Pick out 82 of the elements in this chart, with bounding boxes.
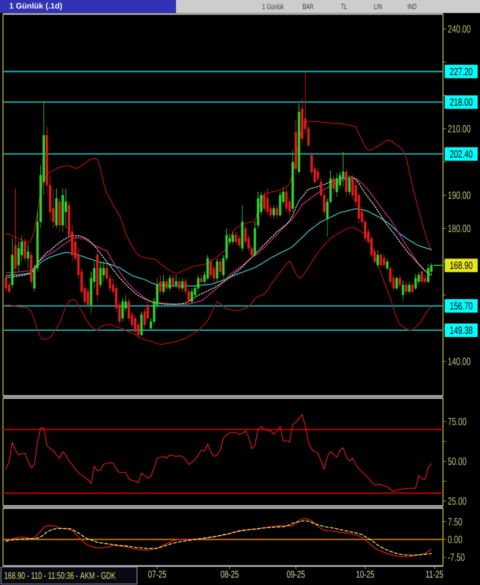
- ref-line-label: 156.70: [450, 302, 472, 310]
- ref-line-label: 218.00: [450, 98, 472, 106]
- annotation: 168.90: [450, 262, 472, 270]
- y-tick-label: 75.00: [448, 418, 466, 426]
- ref-line-label: 149.38: [450, 326, 472, 334]
- candlestick: [276, 204, 278, 219]
- candlestick: [14, 188, 17, 276]
- candlestick: [168, 274, 172, 292]
- candlestick: [86, 288, 90, 308]
- text: 168.90 - 110 - 11:50:36 - AKM - GDK: [4, 572, 116, 579]
- ref-line-label: 227.20: [450, 68, 472, 76]
- y-tick-label: 240.00: [448, 25, 470, 33]
- candlestick: [345, 168, 348, 199]
- candlestick: [395, 276, 398, 290]
- candlestick: [121, 298, 124, 322]
- candlestick: [386, 258, 388, 271]
- candlestick: [332, 174, 335, 194]
- y-tick-label: 0.00: [448, 536, 462, 544]
- x-tick-label: 07-25: [148, 570, 166, 578]
- candlestick: [62, 188, 64, 232]
- candlestick: [232, 232, 234, 246]
- y-tick-label: 50.00: [448, 458, 466, 466]
- candlestick: [292, 150, 294, 212]
- x-tick-label: 09-25: [286, 570, 305, 578]
- y-tick-label: -7.50: [448, 554, 465, 561]
- candlestick: [266, 188, 269, 216]
- candlestick: [58, 198, 61, 232]
- candlestick: [200, 274, 203, 286]
- candlestick: [4, 274, 8, 292]
- y-tick-label: 25.00: [448, 497, 466, 505]
- candlestick: [134, 314, 136, 336]
- candlestick: [298, 103, 300, 174]
- candlestick: [342, 152, 344, 188]
- candlestick: [11, 238, 14, 289]
- candlestick: [174, 274, 178, 289]
- candlestick: [64, 188, 68, 229]
- y-tick-label: 7.50: [448, 518, 462, 526]
- candlestick: [427, 264, 430, 284]
- x-tick-label: 10-25: [356, 570, 374, 578]
- candlestick: [210, 258, 212, 279]
- ref-line-label: 202.40: [450, 150, 472, 158]
- candlestick: [178, 278, 180, 292]
- candlestick: [411, 283, 414, 294]
- candlestick: [263, 192, 266, 212]
- candlestick: [99, 261, 102, 289]
- candlestick: [96, 246, 99, 302]
- candlestick: [420, 270, 424, 284]
- candlestick: [294, 120, 298, 176]
- candlestick: [376, 250, 379, 268]
- candlestick: [348, 174, 351, 196]
- candlestick: [190, 288, 194, 304]
- candlestick: [219, 258, 222, 276]
- candlestick: [408, 281, 410, 294]
- candlestick: [140, 311, 143, 337]
- candlestick: [216, 258, 218, 282]
- x-tick-label: 11-25: [426, 570, 444, 578]
- candlestick: [26, 244, 30, 269]
- y-tick-label: 180.00: [448, 224, 470, 232]
- candlestick: [404, 281, 408, 296]
- candlestick: [402, 280, 404, 302]
- candlestick: [162, 274, 165, 296]
- candlestick: [24, 238, 26, 262]
- y-tick-label: 190.00: [448, 191, 470, 199]
- candlestick: [30, 251, 32, 286]
- candlestick: [398, 274, 402, 289]
- candlestick: [165, 278, 168, 292]
- x-tick-label: 08-25: [220, 570, 239, 578]
- candlestick: [336, 173, 338, 198]
- candlestick: [424, 274, 426, 285]
- candlestick: [55, 188, 58, 229]
- candlestick: [414, 274, 417, 290]
- candlestick: [238, 234, 240, 249]
- y-tick-label: 210.00: [448, 124, 470, 132]
- candlestick: [159, 274, 162, 296]
- candlestick: [382, 254, 386, 269]
- candlestick: [380, 253, 382, 267]
- y-tick-label: 140.00: [448, 358, 470, 366]
- candlestick: [241, 204, 244, 252]
- candlestick: [234, 232, 238, 246]
- candlestick: [172, 274, 174, 289]
- candlestick: [272, 204, 276, 219]
- candlestick: [181, 278, 184, 292]
